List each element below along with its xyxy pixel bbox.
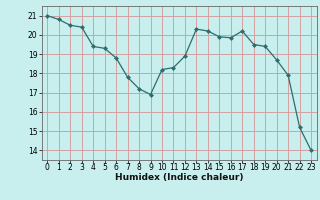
X-axis label: Humidex (Indice chaleur): Humidex (Indice chaleur) [115, 173, 244, 182]
